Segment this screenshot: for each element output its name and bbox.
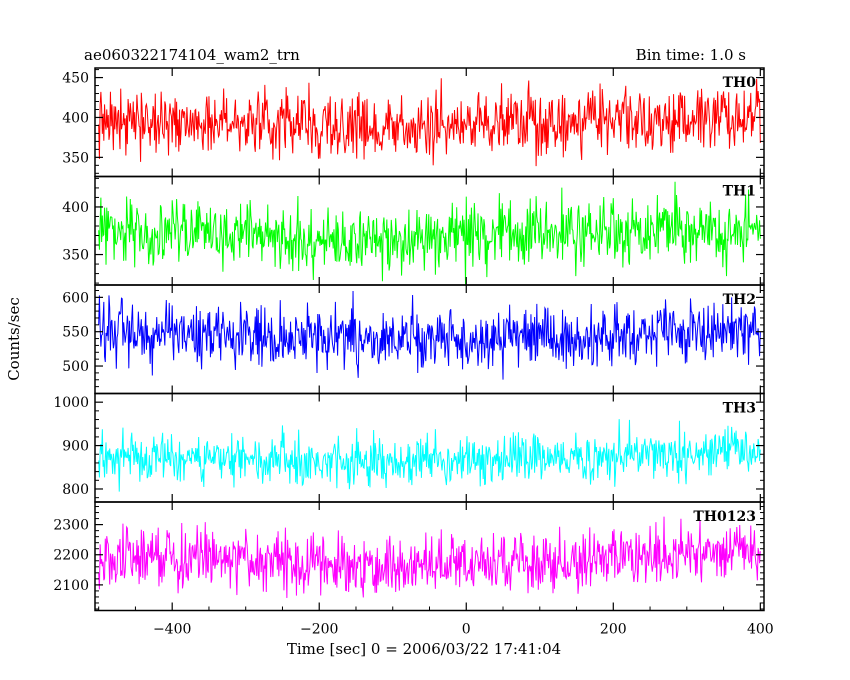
series-line-th0	[98, 78, 761, 167]
panel-th2: 500 550 600 TH2	[62, 284, 765, 395]
x-tick-label: 200	[600, 622, 627, 638]
x-tick-label: −400	[153, 622, 191, 638]
y-tick-label: 900	[62, 439, 89, 455]
y-tick-label: 800	[62, 482, 89, 498]
y-axis-label: Counts/sec	[5, 297, 23, 381]
y-tick-label: 2300	[53, 518, 89, 534]
x-axis-label: Time [sec] 0 = 2006/03/22 17:41:04	[287, 640, 561, 658]
panel-label-th0123: TH0123	[693, 509, 756, 525]
y-tick-label: 350	[62, 150, 89, 166]
panel-label-th1: TH1	[723, 184, 756, 200]
y-tick-label: 500	[62, 359, 89, 375]
panel-th0123: 2100 2200 2300 TH0123	[53, 501, 765, 612]
y-tick-label: 600	[62, 290, 89, 306]
series-line-th0123	[98, 516, 761, 598]
y-tick-label: 450	[62, 71, 89, 87]
panel-label-th2: TH2	[723, 292, 756, 308]
x-tick-label: 0	[462, 622, 471, 638]
y-tick-label: 350	[62, 248, 89, 264]
y-tick-label: 1000	[53, 395, 89, 411]
y-tick-label: 550	[62, 325, 89, 341]
panels-group: 350 400 450 TH0 350 400 TH1 500 550 600 TH2 800 900 1…	[53, 67, 765, 612]
panel-label-th0: TH0	[723, 75, 757, 91]
series-line-th3	[98, 419, 761, 492]
x-axis: −400 −200 0 200 400	[98, 606, 774, 638]
y-tick-label: 2100	[53, 578, 89, 594]
x-tick-label: 400	[747, 622, 774, 638]
panel-label-th3: TH3	[723, 401, 756, 417]
panel-th3: 800 900 1000 TH3	[53, 392, 765, 503]
panel-th1: 350 400 TH1	[62, 175, 765, 286]
panel-th0: 350 400 450 TH0	[62, 67, 765, 178]
y-tick-label: 2200	[53, 548, 89, 564]
y-tick-label: 400	[62, 200, 89, 216]
x-tick-label: −200	[300, 622, 338, 638]
series-line-th1	[98, 181, 761, 285]
chart-title: ae060322174104_wam2_trn	[84, 46, 300, 64]
y-tick-label: 400	[62, 110, 89, 126]
bin-time-label: Bin time: 1.0 s	[636, 46, 746, 64]
series-line-th2	[98, 291, 761, 380]
panel-frame	[94, 284, 765, 395]
